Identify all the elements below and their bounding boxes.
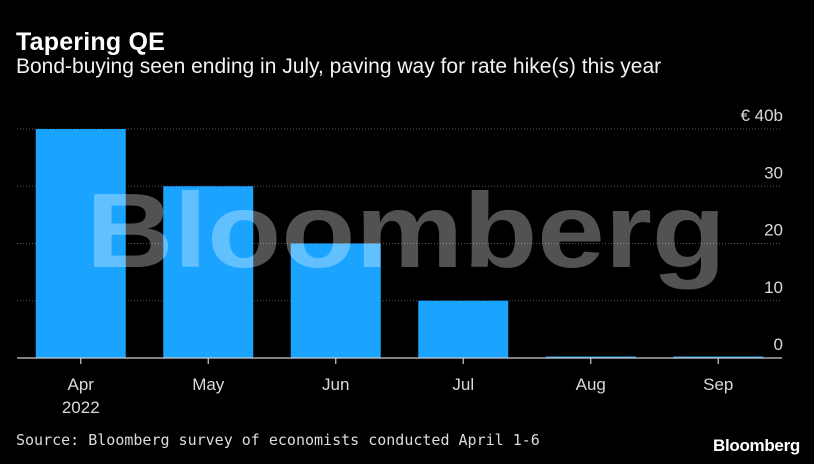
x-axis-ticks: Apr 2022 May Jun Jul Aug Sep [62, 375, 734, 417]
bloomberg-logo: Bloomberg [712, 436, 800, 455]
x-tick-sublabel: 2022 [62, 398, 100, 417]
x-tick-label: May [192, 375, 225, 394]
bar-aug [545, 356, 636, 358]
x-axis [17, 357, 782, 364]
bar-sep [673, 356, 764, 358]
x-tick-label: Sep [703, 375, 733, 394]
bar-jun [290, 243, 381, 358]
x-tick-label: Aug [576, 375, 606, 394]
x-tick-label: Jun [322, 375, 349, 394]
bloomberg-watermark: Bloomberg [86, 172, 726, 290]
y-axis-ticks: 0 10 20 30 € 40b [740, 106, 783, 354]
bar-series [35, 129, 764, 358]
x-tick-label: Jul [452, 375, 474, 394]
chart-title: Tapering QE [16, 28, 165, 56]
y-tick-label: 0 [774, 335, 783, 354]
y-tick-label: 10 [764, 278, 783, 297]
y-tick-label: 20 [764, 221, 783, 240]
x-tick-label: Apr [68, 375, 95, 394]
chart-subtitle: Bond-buying seen ending in July, paving … [16, 55, 662, 78]
y-tick-label: 30 [764, 163, 783, 182]
bar-jul [418, 300, 509, 358]
source-note: Source: Bloomberg survey of economists c… [16, 431, 540, 449]
y-tick-label: € 40b [740, 106, 783, 125]
bar-apr [35, 129, 126, 358]
bar-may [163, 186, 254, 358]
watermark-text: Bloomberg [86, 172, 726, 290]
